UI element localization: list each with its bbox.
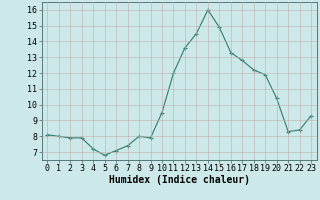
X-axis label: Humidex (Indice chaleur): Humidex (Indice chaleur) [109, 175, 250, 185]
